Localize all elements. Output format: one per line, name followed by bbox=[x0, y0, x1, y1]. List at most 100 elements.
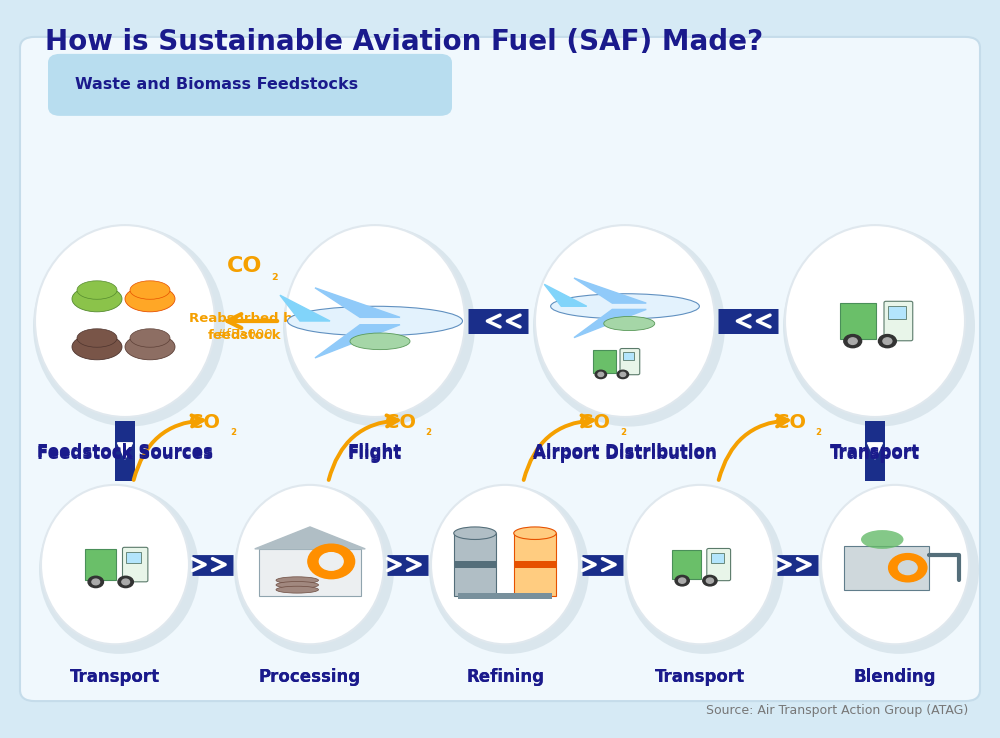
Circle shape bbox=[883, 338, 892, 345]
Ellipse shape bbox=[39, 486, 199, 654]
Text: Feedstock Sources: Feedstock Sources bbox=[37, 445, 213, 463]
Circle shape bbox=[88, 576, 103, 587]
Circle shape bbox=[598, 372, 604, 376]
FancyBboxPatch shape bbox=[20, 37, 980, 701]
Circle shape bbox=[319, 553, 343, 570]
Text: Transport: Transport bbox=[655, 669, 745, 686]
Ellipse shape bbox=[429, 486, 589, 654]
Polygon shape bbox=[868, 443, 883, 459]
Text: CO: CO bbox=[774, 413, 806, 432]
Text: Transport: Transport bbox=[655, 669, 745, 686]
Ellipse shape bbox=[35, 225, 215, 417]
Polygon shape bbox=[118, 443, 132, 459]
Text: Airport Distribution: Airport Distribution bbox=[533, 444, 717, 461]
Text: Processing: Processing bbox=[259, 669, 361, 686]
Ellipse shape bbox=[130, 280, 170, 300]
Circle shape bbox=[675, 576, 689, 586]
Ellipse shape bbox=[624, 486, 784, 654]
Ellipse shape bbox=[125, 286, 175, 312]
Ellipse shape bbox=[41, 485, 189, 644]
Text: CO: CO bbox=[227, 255, 263, 276]
Bar bbox=[259, 549, 361, 596]
Text: Processing: Processing bbox=[259, 669, 361, 686]
Circle shape bbox=[889, 554, 927, 582]
Bar bbox=[672, 550, 701, 579]
Text: Feedstock Sources: Feedstock Sources bbox=[37, 444, 213, 461]
Ellipse shape bbox=[72, 286, 122, 312]
Ellipse shape bbox=[431, 485, 579, 644]
FancyBboxPatch shape bbox=[122, 548, 148, 582]
Ellipse shape bbox=[234, 486, 394, 654]
Ellipse shape bbox=[861, 530, 904, 549]
Text: Refining: Refining bbox=[466, 669, 544, 686]
Text: Transport: Transport bbox=[830, 444, 920, 461]
Ellipse shape bbox=[276, 577, 318, 584]
Text: CO: CO bbox=[190, 413, 220, 432]
Circle shape bbox=[844, 334, 862, 348]
Text: Source: Air Transport Action Group (ATAG): Source: Air Transport Action Group (ATAG… bbox=[706, 704, 968, 717]
Bar bbox=[888, 306, 906, 320]
FancyBboxPatch shape bbox=[620, 348, 640, 375]
Circle shape bbox=[595, 370, 606, 379]
Bar bbox=[593, 350, 616, 373]
Ellipse shape bbox=[77, 329, 117, 348]
Circle shape bbox=[617, 370, 629, 379]
Circle shape bbox=[620, 372, 626, 376]
Bar bbox=[865, 421, 885, 481]
Circle shape bbox=[308, 544, 355, 579]
Text: Blending: Blending bbox=[854, 669, 936, 686]
Bar bbox=[454, 533, 496, 596]
Polygon shape bbox=[574, 309, 646, 338]
Bar bbox=[85, 549, 116, 580]
Polygon shape bbox=[255, 527, 365, 549]
Polygon shape bbox=[315, 325, 400, 358]
Text: Transport: Transport bbox=[830, 445, 920, 463]
Polygon shape bbox=[280, 295, 330, 321]
Text: #f5a000: #f5a000 bbox=[216, 328, 274, 341]
Ellipse shape bbox=[785, 225, 965, 417]
Ellipse shape bbox=[551, 294, 699, 319]
Text: Reabsorbed by
feedstock: Reabsorbed by feedstock bbox=[189, 312, 301, 342]
Circle shape bbox=[848, 338, 857, 345]
Ellipse shape bbox=[783, 226, 975, 427]
Text: Waste and Biomass Feedstocks: Waste and Biomass Feedstocks bbox=[75, 77, 358, 92]
Ellipse shape bbox=[821, 485, 969, 644]
Circle shape bbox=[706, 578, 713, 583]
Ellipse shape bbox=[819, 486, 979, 654]
Circle shape bbox=[679, 578, 686, 583]
Ellipse shape bbox=[350, 333, 410, 350]
Ellipse shape bbox=[533, 226, 725, 427]
Ellipse shape bbox=[72, 334, 122, 360]
Bar bbox=[514, 533, 556, 596]
Ellipse shape bbox=[125, 334, 175, 360]
Bar bbox=[711, 553, 724, 563]
Bar bbox=[840, 303, 876, 339]
Ellipse shape bbox=[33, 226, 225, 427]
Text: CO: CO bbox=[580, 413, 610, 432]
Polygon shape bbox=[544, 284, 587, 306]
Text: ₂: ₂ bbox=[230, 424, 236, 438]
Bar bbox=[514, 562, 556, 568]
Ellipse shape bbox=[77, 280, 117, 300]
Circle shape bbox=[92, 579, 100, 584]
FancyBboxPatch shape bbox=[884, 301, 913, 341]
Ellipse shape bbox=[454, 527, 496, 539]
Text: Blending: Blending bbox=[854, 669, 936, 686]
Text: ₂: ₂ bbox=[815, 424, 821, 438]
Bar bbox=[844, 546, 929, 590]
Text: CO: CO bbox=[384, 413, 416, 432]
Ellipse shape bbox=[130, 329, 170, 348]
FancyBboxPatch shape bbox=[48, 54, 452, 116]
Text: ₂: ₂ bbox=[272, 268, 278, 283]
Ellipse shape bbox=[626, 485, 774, 644]
Bar bbox=[115, 421, 135, 481]
Text: Airport Distribution: Airport Distribution bbox=[533, 445, 717, 463]
Ellipse shape bbox=[604, 317, 655, 331]
Text: How is Sustainable Aviation Fuel (SAF) Made?: How is Sustainable Aviation Fuel (SAF) M… bbox=[45, 28, 763, 56]
Bar bbox=[454, 562, 496, 568]
Text: Flight: Flight bbox=[348, 444, 402, 461]
Polygon shape bbox=[574, 278, 646, 303]
Ellipse shape bbox=[276, 586, 318, 593]
Circle shape bbox=[118, 576, 133, 587]
Ellipse shape bbox=[514, 527, 556, 539]
